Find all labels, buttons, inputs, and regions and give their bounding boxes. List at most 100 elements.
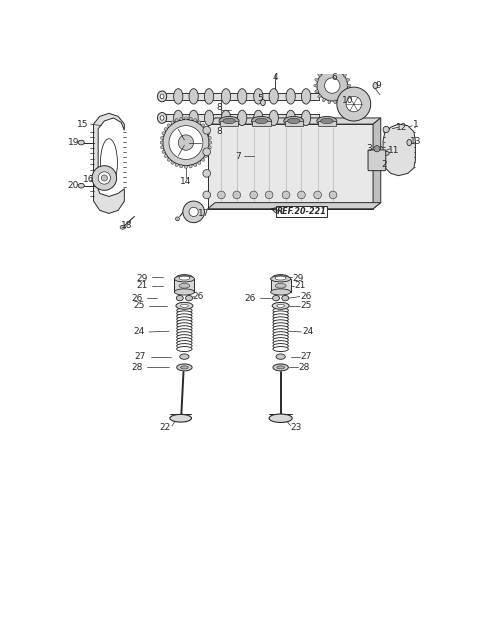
Polygon shape — [207, 118, 381, 124]
Ellipse shape — [334, 100, 336, 104]
Ellipse shape — [175, 164, 178, 167]
Text: REF.20-221: REF.20-221 — [276, 207, 326, 217]
Ellipse shape — [273, 317, 288, 322]
Circle shape — [189, 207, 198, 217]
Ellipse shape — [284, 117, 304, 126]
Ellipse shape — [189, 117, 192, 120]
Ellipse shape — [282, 296, 289, 301]
Ellipse shape — [217, 191, 225, 199]
Ellipse shape — [282, 191, 290, 199]
Text: 23: 23 — [290, 423, 302, 432]
Ellipse shape — [164, 154, 168, 157]
Ellipse shape — [273, 334, 288, 340]
Ellipse shape — [161, 136, 164, 139]
FancyBboxPatch shape — [368, 150, 386, 171]
Ellipse shape — [180, 165, 183, 168]
Ellipse shape — [175, 118, 178, 122]
Ellipse shape — [177, 364, 192, 371]
Ellipse shape — [204, 128, 208, 131]
Ellipse shape — [221, 89, 230, 104]
Circle shape — [169, 126, 203, 160]
Ellipse shape — [171, 121, 174, 124]
Ellipse shape — [186, 296, 192, 301]
Text: 21: 21 — [136, 281, 147, 290]
Ellipse shape — [233, 191, 240, 199]
Ellipse shape — [177, 326, 192, 331]
Ellipse shape — [161, 146, 164, 149]
Ellipse shape — [273, 308, 288, 313]
Ellipse shape — [189, 110, 198, 126]
Bar — [285, 121, 303, 126]
Text: 21: 21 — [294, 281, 306, 290]
Ellipse shape — [78, 140, 84, 145]
Ellipse shape — [160, 141, 163, 144]
Ellipse shape — [180, 366, 188, 369]
Ellipse shape — [177, 320, 192, 325]
Ellipse shape — [269, 89, 278, 104]
Ellipse shape — [318, 94, 321, 98]
Ellipse shape — [194, 118, 197, 122]
Ellipse shape — [223, 118, 235, 123]
Ellipse shape — [252, 117, 271, 126]
Text: 29: 29 — [136, 273, 147, 283]
Text: 19: 19 — [68, 138, 79, 147]
Ellipse shape — [174, 289, 194, 295]
Ellipse shape — [273, 364, 288, 371]
Ellipse shape — [238, 110, 247, 126]
Circle shape — [92, 166, 117, 190]
Ellipse shape — [286, 110, 295, 126]
Circle shape — [98, 172, 110, 184]
Circle shape — [346, 96, 361, 112]
Ellipse shape — [269, 110, 278, 126]
Ellipse shape — [204, 154, 208, 157]
Ellipse shape — [347, 85, 351, 87]
Text: 27: 27 — [300, 352, 312, 361]
Ellipse shape — [160, 94, 164, 99]
Ellipse shape — [407, 139, 411, 146]
Circle shape — [374, 146, 380, 152]
Ellipse shape — [288, 118, 300, 123]
Ellipse shape — [177, 311, 192, 316]
Ellipse shape — [174, 276, 194, 282]
Ellipse shape — [343, 94, 347, 98]
Text: 5: 5 — [257, 94, 263, 103]
Ellipse shape — [221, 110, 230, 126]
Bar — [165, 115, 319, 122]
Ellipse shape — [250, 191, 258, 199]
Ellipse shape — [273, 311, 288, 316]
Ellipse shape — [273, 296, 279, 301]
Ellipse shape — [339, 70, 342, 73]
Text: 25: 25 — [300, 301, 312, 310]
Ellipse shape — [208, 146, 211, 149]
Ellipse shape — [177, 341, 192, 346]
Ellipse shape — [174, 110, 183, 126]
Ellipse shape — [346, 90, 349, 93]
Text: 27: 27 — [134, 352, 146, 361]
Ellipse shape — [204, 89, 214, 104]
Text: 26: 26 — [132, 294, 143, 302]
Polygon shape — [94, 114, 124, 213]
Ellipse shape — [273, 320, 288, 325]
Ellipse shape — [271, 289, 291, 295]
Ellipse shape — [301, 89, 311, 104]
Ellipse shape — [176, 275, 193, 281]
Ellipse shape — [167, 158, 170, 161]
Ellipse shape — [383, 151, 389, 155]
Ellipse shape — [275, 276, 286, 280]
Ellipse shape — [286, 89, 295, 104]
Ellipse shape — [317, 117, 337, 126]
Ellipse shape — [174, 89, 183, 104]
Ellipse shape — [373, 83, 378, 89]
Polygon shape — [373, 118, 381, 209]
Ellipse shape — [321, 118, 333, 123]
Ellipse shape — [180, 354, 189, 359]
Text: 22: 22 — [159, 423, 171, 432]
Ellipse shape — [301, 110, 311, 126]
Ellipse shape — [184, 165, 188, 168]
Circle shape — [337, 87, 371, 121]
Ellipse shape — [339, 98, 342, 102]
Text: 18: 18 — [121, 222, 132, 230]
Ellipse shape — [177, 329, 192, 334]
Ellipse shape — [271, 276, 291, 282]
Ellipse shape — [100, 139, 118, 186]
